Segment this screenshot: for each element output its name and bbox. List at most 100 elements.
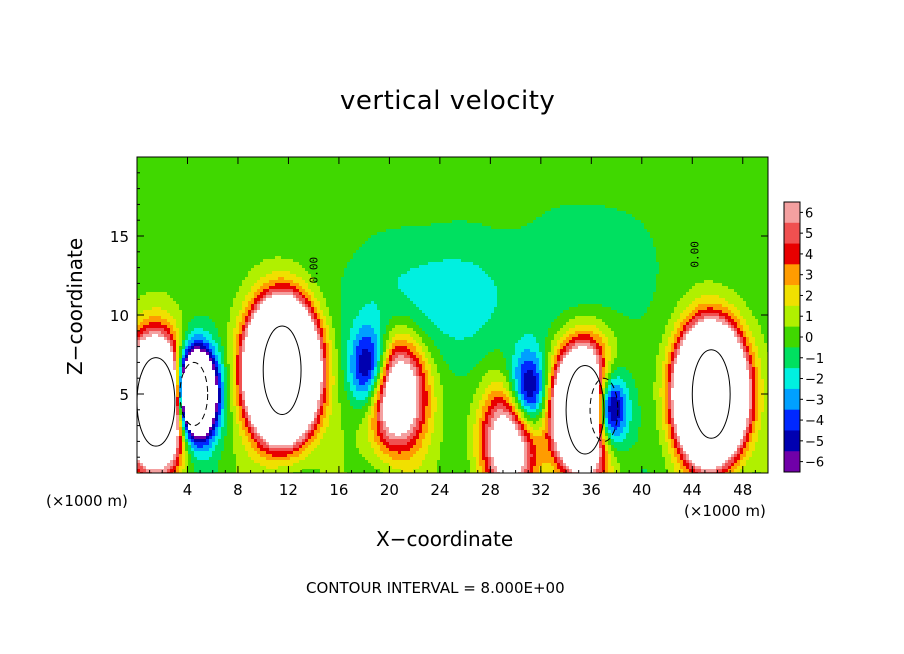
field-cell bbox=[227, 352, 231, 356]
field-cell bbox=[167, 160, 171, 164]
field-cell bbox=[257, 373, 261, 377]
field-cell bbox=[137, 367, 141, 371]
field-cell bbox=[170, 433, 174, 437]
field-cell bbox=[164, 190, 168, 194]
field-cell bbox=[164, 337, 168, 341]
field-cell bbox=[260, 394, 264, 398]
field-cell bbox=[275, 256, 279, 260]
field-cell bbox=[164, 403, 168, 407]
field-cell bbox=[215, 307, 219, 311]
field-cell bbox=[188, 415, 192, 419]
field-cell bbox=[233, 157, 237, 161]
field-cell bbox=[215, 283, 219, 287]
field-cell bbox=[221, 448, 225, 452]
field-cell bbox=[206, 460, 210, 464]
field-cell bbox=[233, 184, 237, 188]
field-cell bbox=[212, 283, 216, 287]
field-cell bbox=[209, 343, 213, 347]
field-cell bbox=[227, 181, 231, 185]
field-cell bbox=[221, 460, 225, 464]
field-cell bbox=[275, 391, 279, 395]
field-cell bbox=[149, 250, 153, 254]
field-cell bbox=[227, 298, 231, 302]
field-cell bbox=[158, 352, 162, 356]
field-cell bbox=[266, 244, 270, 248]
field-cell bbox=[266, 190, 270, 194]
field-cell bbox=[275, 439, 279, 443]
field-cell bbox=[194, 313, 198, 317]
field-cell bbox=[155, 280, 159, 284]
field-cell bbox=[158, 205, 162, 209]
field-cell bbox=[188, 283, 192, 287]
field-cell bbox=[203, 427, 207, 431]
field-cell bbox=[137, 349, 141, 353]
field-cell bbox=[257, 316, 261, 320]
field-cell bbox=[203, 448, 207, 452]
field-cell bbox=[185, 412, 189, 416]
field-cell bbox=[179, 181, 183, 185]
field-cell bbox=[191, 343, 195, 347]
field-cell bbox=[140, 262, 144, 266]
field-cell bbox=[164, 382, 168, 386]
field-cell bbox=[140, 379, 144, 383]
field-cell bbox=[194, 352, 198, 356]
field-cell bbox=[227, 190, 231, 194]
field-cell bbox=[191, 397, 195, 401]
field-cell bbox=[254, 298, 258, 302]
field-cell bbox=[170, 265, 174, 269]
field-cell bbox=[257, 175, 261, 179]
field-cell bbox=[143, 352, 147, 356]
field-cell bbox=[203, 385, 207, 389]
field-cell bbox=[173, 196, 177, 200]
field-cell bbox=[164, 463, 168, 467]
field-cell bbox=[140, 385, 144, 389]
field-cell bbox=[212, 172, 216, 176]
field-cell bbox=[269, 430, 273, 434]
field-cell bbox=[152, 367, 156, 371]
field-cell bbox=[164, 262, 168, 266]
field-cell bbox=[170, 250, 174, 254]
field-cell bbox=[212, 463, 216, 467]
field-cell bbox=[257, 445, 261, 449]
field-cell bbox=[266, 466, 270, 470]
field-cell bbox=[149, 292, 153, 296]
field-cell bbox=[197, 274, 201, 278]
field-cell bbox=[227, 178, 231, 182]
field-cell bbox=[275, 286, 279, 290]
field-cell bbox=[221, 430, 225, 434]
field-cell bbox=[191, 256, 195, 260]
field-cell bbox=[224, 325, 228, 329]
field-cell bbox=[194, 187, 198, 191]
field-cell bbox=[248, 466, 252, 470]
field-cell bbox=[230, 412, 234, 416]
field-cell bbox=[185, 232, 189, 236]
field-cell bbox=[164, 391, 168, 395]
field-cell bbox=[212, 388, 216, 392]
field-cell bbox=[185, 217, 189, 221]
field-cell bbox=[227, 259, 231, 263]
field-cell bbox=[152, 157, 156, 161]
field-cell bbox=[248, 241, 252, 245]
field-cell bbox=[251, 295, 255, 299]
field-cell bbox=[194, 349, 198, 353]
field-cell bbox=[233, 301, 237, 305]
field-cell bbox=[212, 157, 216, 161]
field-cell bbox=[164, 169, 168, 173]
field-cell bbox=[140, 265, 144, 269]
field-cell bbox=[176, 319, 180, 323]
field-cell bbox=[203, 235, 207, 239]
field-cell bbox=[164, 253, 168, 257]
field-cell bbox=[254, 376, 258, 380]
field-cell bbox=[215, 385, 219, 389]
field-cell bbox=[188, 181, 192, 185]
field-cell bbox=[251, 259, 255, 263]
field-cell bbox=[182, 382, 186, 386]
field-cell bbox=[233, 433, 237, 437]
field-cell bbox=[203, 394, 207, 398]
field-cell bbox=[251, 157, 255, 161]
field-cell bbox=[191, 400, 195, 404]
field-cell bbox=[272, 247, 276, 251]
field-cell bbox=[200, 361, 204, 365]
field-cell bbox=[227, 283, 231, 287]
field-cell bbox=[233, 199, 237, 203]
